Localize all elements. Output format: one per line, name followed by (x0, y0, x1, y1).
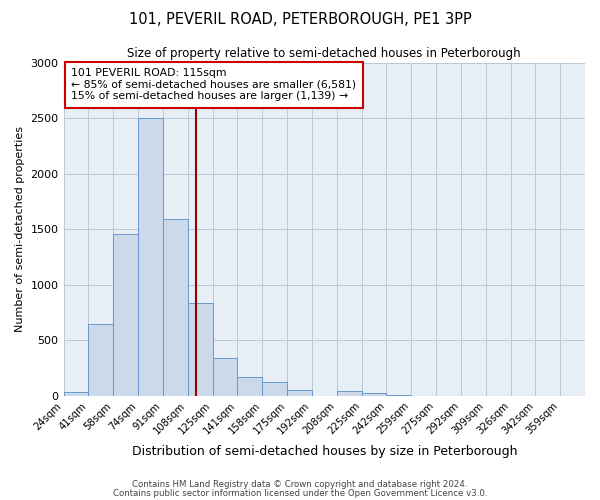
Bar (287, 390, 312, 396)
Bar (262, 382, 287, 396)
Text: Contains public sector information licensed under the Open Government Licence v3: Contains public sector information licen… (113, 489, 487, 498)
Bar (138, 118, 163, 396)
Text: Contains HM Land Registry data © Crown copyright and database right 2024.: Contains HM Land Registry data © Crown c… (132, 480, 468, 489)
Bar (212, 358, 238, 396)
Bar (163, 220, 188, 396)
X-axis label: Distribution of semi-detached houses by size in Peterborough: Distribution of semi-detached houses by … (131, 444, 517, 458)
Text: 101 PEVERIL ROAD: 115sqm
← 85% of semi-detached houses are smaller (6,581)
15% o: 101 PEVERIL ROAD: 115sqm ← 85% of semi-d… (71, 68, 356, 101)
Bar (188, 302, 212, 396)
Bar (386, 395, 411, 396)
Bar (113, 234, 138, 396)
Text: 101, PEVERIL ROAD, PETERBOROUGH, PE1 3PP: 101, PEVERIL ROAD, PETERBOROUGH, PE1 3PP (128, 12, 472, 28)
Y-axis label: Number of semi-detached properties: Number of semi-detached properties (15, 126, 25, 332)
Bar (362, 394, 386, 396)
Title: Size of property relative to semi-detached houses in Peterborough: Size of property relative to semi-detach… (127, 48, 521, 60)
Bar (64, 392, 88, 396)
Bar (337, 391, 362, 396)
Bar (88, 324, 113, 396)
Bar (238, 377, 262, 396)
